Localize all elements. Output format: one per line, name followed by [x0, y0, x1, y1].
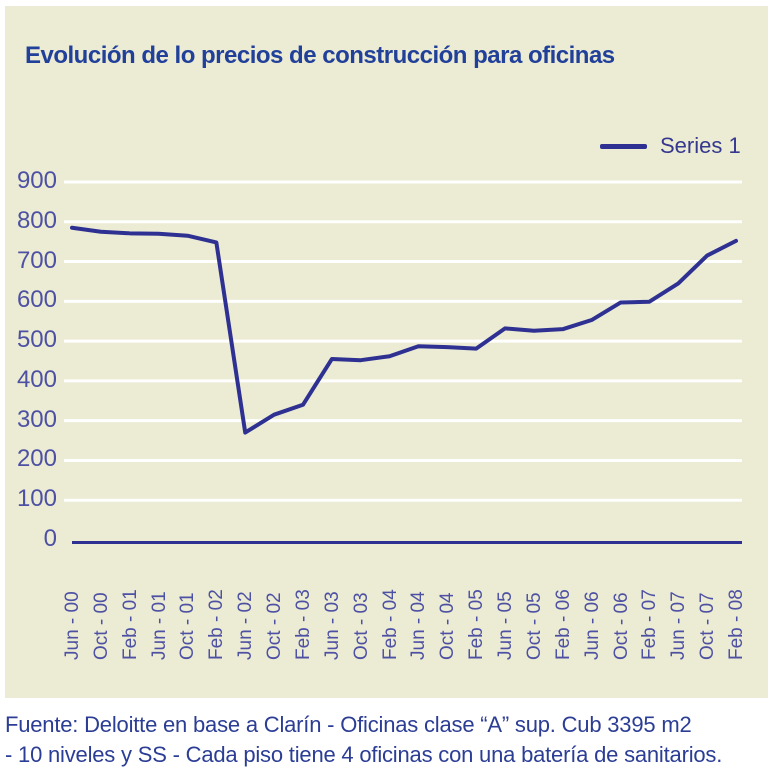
x-tick-label: Oct - 02: [264, 592, 286, 660]
y-tick-label: 200: [16, 445, 57, 473]
x-tick-label: Jun - 02: [235, 591, 257, 660]
chart-panel: [5, 6, 768, 698]
x-tick-label: Jun - 07: [668, 591, 690, 660]
source-footnote-line2: - 10 niveles y SS - Cada piso tiene 4 of…: [5, 742, 723, 767]
y-tick-label: 100: [16, 485, 57, 513]
y-tick-label: 900: [16, 167, 57, 194]
x-tick-label: Jun - 00: [62, 591, 83, 660]
y-tick-label: 700: [16, 246, 57, 274]
x-tick-label: Jun - 05: [495, 591, 517, 660]
x-tick-label: Feb - 06: [552, 589, 574, 660]
x-tick-label: Oct - 05: [523, 592, 545, 660]
x-tick-label: Feb - 04: [379, 589, 401, 660]
source-footnote-line1: Fuente: Deloitte en base a Clarín - Ofic…: [5, 712, 692, 737]
x-tick-label: Oct - 03: [350, 592, 372, 660]
x-tick-label: Feb - 07: [639, 589, 661, 660]
x-tick-label: Feb - 05: [466, 589, 488, 660]
y-tick-label: 800: [16, 206, 57, 234]
x-tick-label: Feb - 08: [726, 589, 747, 660]
x-tick-label: Feb - 01: [119, 589, 141, 660]
source-footnote: Fuente: Deloitte en base a Clarín - Ofic…: [5, 710, 765, 770]
y-tick-label: 500: [16, 326, 57, 354]
x-tick-label: Oct - 04: [437, 592, 459, 660]
y-tick-label: 600: [16, 286, 57, 314]
x-tick-label: Jun - 04: [408, 591, 430, 660]
y-tick-label: 300: [16, 405, 57, 433]
series-line: [70, 225, 738, 435]
x-tick-label: Oct - 00: [90, 592, 112, 660]
x-tick-label: Feb - 03: [292, 589, 314, 660]
y-tick-label: 0: [43, 525, 57, 552]
chart-title: Evolución de lo precios de construcción …: [25, 42, 615, 69]
legend-line-swatch: [600, 143, 647, 149]
x-tick-label: Jun - 01: [148, 591, 170, 660]
x-tick-label: Feb - 02: [206, 589, 228, 660]
x-tick-label: Jun - 06: [581, 591, 603, 660]
legend-series-label: Series 1: [660, 133, 741, 158]
x-tick-label: Oct - 01: [177, 592, 199, 660]
x-tick-label: Oct - 06: [610, 592, 632, 660]
legend: Series 1: [600, 133, 741, 159]
x-tick-label: Oct - 07: [697, 592, 719, 660]
x-tick-label: Jun - 03: [321, 591, 343, 660]
y-tick-label: 400: [16, 365, 57, 393]
